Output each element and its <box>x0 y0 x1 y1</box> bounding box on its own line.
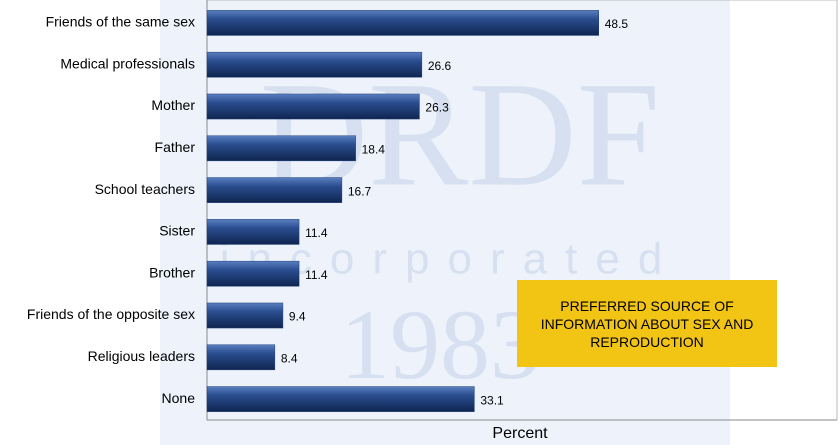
bar <box>206 10 599 36</box>
annotation: PREFERRED SOURCE OF INFORMATION ABOUT SE… <box>540 297 754 350</box>
annotation-holder: PREFERRED SOURCE OF INFORMATION ABOUT SE… <box>540 297 754 350</box>
value-label: 26.3 <box>425 101 449 115</box>
bar <box>206 260 300 287</box>
y-tick-label: School teachers <box>95 181 195 197</box>
y-tick-label: Religious leaders <box>88 348 195 364</box>
bar <box>206 93 420 120</box>
y-tick-label: Brother <box>149 264 195 280</box>
value-label: 11.4 <box>305 268 328 282</box>
watermark: 1983 <box>340 289 540 400</box>
x-axis-label: Percent <box>492 425 548 442</box>
bar <box>206 177 343 203</box>
annotation-box <box>517 280 777 367</box>
value-label: 9.4 <box>289 310 306 324</box>
value-label: 48.5 <box>605 17 629 31</box>
value-label: 18.4 <box>362 142 386 156</box>
y-tick-label: Friends of the opposite sex <box>27 306 195 322</box>
bar <box>206 344 276 371</box>
bar <box>206 302 284 329</box>
bar <box>206 135 356 162</box>
value-label: 8.4 <box>281 351 298 365</box>
bar <box>206 219 300 245</box>
value-label: 16.7 <box>348 184 372 198</box>
value-label: 33.1 <box>480 393 504 407</box>
y-tick-label: Sister <box>159 223 195 239</box>
y-tick-label: Father <box>155 139 196 155</box>
value-label: 11.4 <box>305 226 328 240</box>
y-tick-label: Mother <box>151 97 195 113</box>
y-tick-label: Medical professionals <box>60 55 195 71</box>
bar <box>206 51 423 78</box>
value-label: 26.6 <box>428 59 452 73</box>
bar <box>206 386 475 412</box>
y-tick-label: Friends of the same sex <box>46 14 195 30</box>
y-tick-label: None <box>162 390 196 406</box>
